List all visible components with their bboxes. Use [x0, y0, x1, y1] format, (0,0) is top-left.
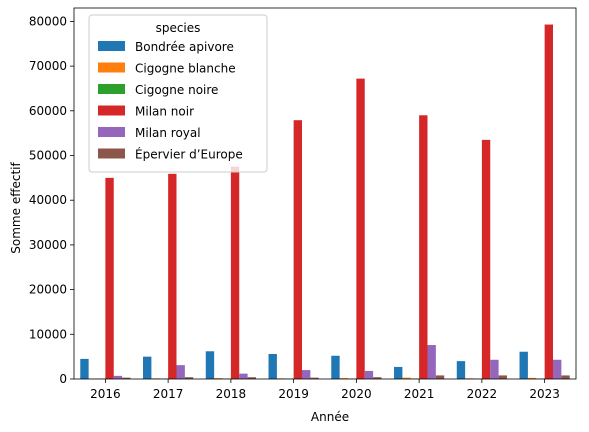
bar-2023-5 — [561, 375, 570, 379]
x-axis-label: Année — [311, 410, 349, 424]
bar-2023-3 — [544, 24, 553, 380]
bar-2017-4 — [176, 365, 185, 379]
bar-2019-0 — [268, 353, 277, 379]
bar-2022-3 — [481, 139, 491, 379]
legend-swatch — [98, 84, 125, 94]
bar-2023-1 — [527, 377, 537, 379]
bar-2022-0 — [456, 361, 466, 379]
y-axis-label: Somme effectif — [9, 162, 23, 254]
bar-2021-5 — [435, 375, 445, 379]
bar-2018-1 — [214, 378, 223, 379]
bar-2019-5 — [310, 377, 319, 379]
bars-layer — [80, 24, 570, 380]
x-tick-label: 2017 — [153, 387, 184, 401]
bar-2020-3 — [356, 78, 365, 380]
y-tick-label: 80000 — [29, 14, 67, 28]
bar-2021-0 — [394, 366, 403, 379]
bar-2021-1 — [402, 377, 411, 379]
bar-2020-4 — [364, 370, 374, 379]
legend-label: Épervier d’Europe — [135, 147, 243, 162]
bar-2016-3 — [105, 177, 114, 379]
plot-frame — [73, 7, 577, 380]
legend-title: species — [156, 21, 201, 35]
bar-2020-0 — [331, 355, 340, 379]
legend-label: Cigogne blanche — [135, 62, 236, 76]
legend-swatch — [98, 105, 125, 116]
x-tick-label: 2021 — [404, 387, 435, 401]
legend-swatch — [98, 127, 125, 137]
bar-2016-0 — [80, 358, 89, 379]
bar-2018-5 — [247, 377, 256, 379]
legend-label: Milan noir — [135, 105, 194, 119]
legend-swatch — [98, 148, 125, 159]
bar-2017-3 — [168, 173, 177, 379]
bar-2019-3 — [293, 120, 302, 380]
y-tick-label: 0 — [59, 372, 67, 386]
x-tick-label: 2016 — [90, 387, 121, 401]
y-tick-label: 20000 — [29, 283, 67, 297]
x-tick-label: 2019 — [278, 387, 309, 401]
x-tick-label: 2018 — [216, 387, 247, 401]
y-tick-label: 10000 — [29, 327, 67, 341]
bar-2021-4 — [427, 345, 436, 379]
bar-2018-0 — [205, 351, 215, 379]
bar-2023-0 — [519, 351, 528, 379]
bar-2020-1 — [339, 378, 349, 379]
bar-2022-5 — [498, 375, 507, 379]
legend: species Bondrée apivore Cigogne blanche Cig… — [88, 14, 268, 173]
bar-2017-0 — [143, 356, 152, 379]
legend-swatch — [98, 41, 125, 51]
bar-2018-3 — [230, 166, 240, 379]
bar-2022-4 — [490, 359, 499, 379]
x-tick-label: 2020 — [341, 387, 372, 401]
legend-label: Bondrée apivore — [135, 40, 234, 54]
axes-layer: 0 10000 20000 30000 40000 50000 60000 70000 8000… — [29, 7, 577, 401]
bar-2017-5 — [184, 377, 194, 379]
bar-2019-4 — [301, 370, 311, 379]
legend-swatch — [98, 62, 125, 73]
y-tick-label: 70000 — [29, 59, 67, 73]
y-tick-label: 60000 — [29, 104, 67, 118]
x-tick-label: 2022 — [467, 387, 498, 401]
bar-2023-4 — [552, 359, 562, 379]
bar-2020-5 — [373, 377, 382, 379]
y-tick-label: 30000 — [29, 238, 67, 252]
y-tick-label: 40000 — [29, 193, 67, 207]
bar-2018-4 — [239, 373, 248, 379]
y-tick-label: 50000 — [29, 149, 67, 163]
bar-2016-4 — [113, 375, 123, 379]
legend-label: Cigogne noire — [135, 83, 218, 97]
bar-2016-5 — [122, 377, 131, 379]
legend-label: Milan royal — [135, 126, 201, 140]
x-tick-label: 2023 — [529, 387, 560, 401]
bar-2021-3 — [419, 115, 428, 380]
legend-box — [88, 14, 268, 173]
